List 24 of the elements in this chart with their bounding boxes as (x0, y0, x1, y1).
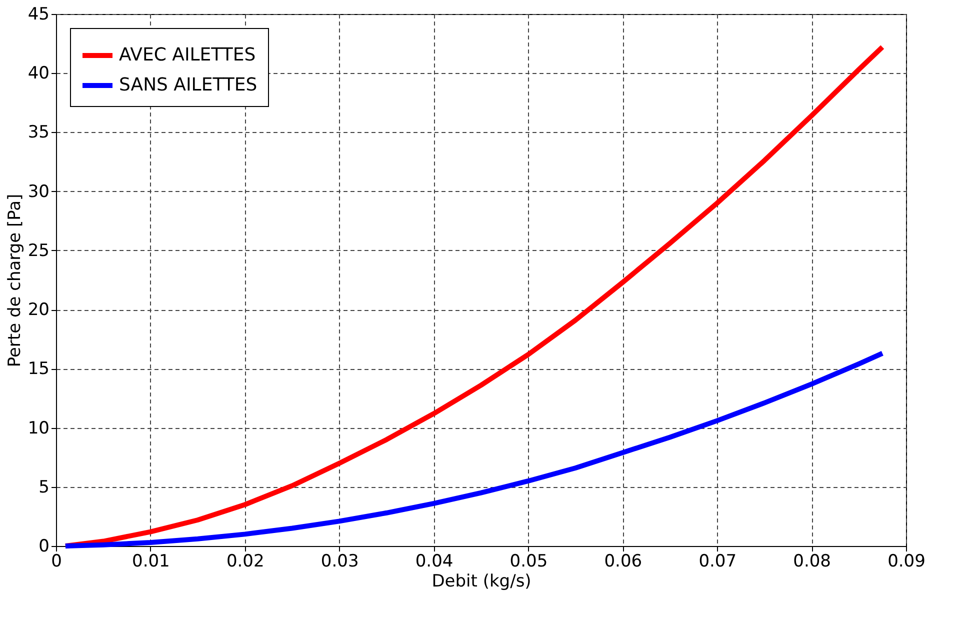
x-tick-label: 0 (51, 552, 62, 572)
y-axis-title: Perte de charge [Pa] (4, 194, 25, 368)
x-tick-label: 0.07 (698, 552, 737, 572)
x-tick-label: 0.04 (415, 552, 454, 572)
legend-label: SANS AILETTES (119, 74, 258, 96)
x-tick-label: 0.09 (888, 552, 926, 572)
y-tick-label: 15 (28, 359, 50, 380)
x-tick-label: 0.03 (320, 552, 359, 572)
x-axis-title: Debit (kg/s) (432, 572, 532, 592)
x-tick-label: 0.01 (132, 552, 170, 572)
y-tick-label: 40 (28, 64, 50, 84)
x-tick-label: 0.02 (226, 552, 264, 572)
y-tick-label: 25 (28, 240, 50, 261)
y-tick-label: 30 (28, 182, 50, 202)
x-tick-label: 0.06 (604, 552, 642, 572)
legend-label: AVEC AILETTES (119, 44, 256, 66)
x-tick-label: 0.05 (510, 552, 548, 572)
y-tick-label: 45 (28, 4, 50, 24)
y-tick-label: 10 (28, 418, 50, 438)
y-tick-label: 20 (28, 300, 50, 320)
x-tick-label: 0.08 (793, 552, 831, 572)
y-tick-label: 0 (38, 536, 50, 556)
y-tick-label: 35 (28, 122, 50, 143)
y-tick-label: 5 (38, 477, 50, 498)
